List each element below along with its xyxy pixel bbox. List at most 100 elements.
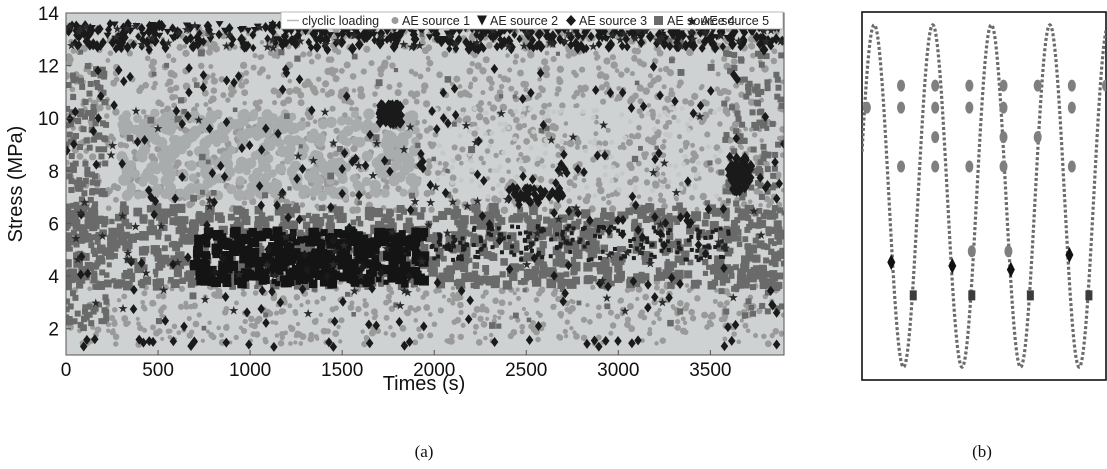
ae-source-1-point <box>573 332 580 340</box>
ae-source-1-point <box>329 70 336 77</box>
ae-source-1-point <box>117 120 127 130</box>
ae-source-4-point <box>120 201 127 208</box>
ae-source-1-point <box>628 164 635 172</box>
ae-source-4-point <box>197 214 207 224</box>
ae-source-1-point <box>454 154 462 162</box>
ae-source-4-point <box>764 125 770 131</box>
ae-source-1-point <box>547 102 552 108</box>
ae-source-1-point <box>731 120 740 129</box>
ae-source-1-point <box>515 144 521 150</box>
ae-source-4-point <box>571 226 576 231</box>
ae-source-1-point <box>717 148 723 154</box>
ae-source-1-point <box>609 205 617 213</box>
ae-source-4-point <box>290 207 296 213</box>
ae-source-4-point <box>523 252 533 262</box>
ae-source-1-point <box>638 309 645 316</box>
ae-source-4-point <box>559 214 568 223</box>
ae-source-4-point <box>665 224 674 232</box>
ae-source-1-point <box>206 109 217 120</box>
ae-source-4-point <box>192 249 202 258</box>
ae-source-1-point <box>658 163 664 169</box>
ae-source-1-point <box>368 329 376 337</box>
ae-source-4-point <box>749 284 756 291</box>
ae-source-4-point <box>127 268 134 275</box>
ae-source-1-point <box>421 119 427 125</box>
ae-source-4-point <box>96 281 106 290</box>
ae-source-4-point <box>674 255 683 263</box>
ae-source-1-point <box>770 57 778 65</box>
ae-source-4-point <box>476 220 487 230</box>
ae-source-1-point <box>500 194 506 200</box>
ae-source-4-point <box>98 256 105 263</box>
ae-source-4-point <box>440 255 447 262</box>
ae-source-1-point <box>437 160 443 166</box>
ae-source-1-point <box>502 121 508 127</box>
ae-source-1-point <box>427 312 433 317</box>
ae-source-1-point <box>446 297 452 303</box>
ae-source-1-point <box>537 175 545 183</box>
ae-source-1-point <box>651 320 657 326</box>
ae-source-4-point <box>106 262 112 268</box>
ae-source-1-point <box>637 98 644 105</box>
ae-source-1-point <box>659 175 665 181</box>
ae-source-1-point <box>625 138 634 147</box>
ae-source-4-point <box>190 194 197 202</box>
ae-source-4-point <box>709 221 719 231</box>
ae-source-1-point <box>731 331 737 337</box>
ae-source-1-point <box>593 131 599 137</box>
ae-source-4-point <box>596 225 601 230</box>
ae-source-1-point <box>396 82 403 88</box>
ae-source-4-point <box>425 220 432 227</box>
ae-source-4-point <box>177 262 185 270</box>
ae-source-1-point <box>316 138 325 148</box>
ae-source-4-point <box>738 56 745 63</box>
ae-source-1-point <box>136 321 141 327</box>
ae-source-4-point <box>451 121 457 127</box>
ae-source-1-point <box>183 303 190 310</box>
ae-source-1-point <box>361 176 372 187</box>
ae-source-1-point <box>534 95 540 100</box>
ae-source-1-point <box>668 87 674 93</box>
ae-source-4-point <box>705 230 713 238</box>
ae-source-4-point <box>327 215 334 222</box>
ae-source-1-point <box>488 332 494 338</box>
ae-source-1-point <box>580 334 588 342</box>
ae-source-1-point <box>654 341 659 346</box>
ae-source-1-point <box>105 140 113 148</box>
ae-source-4-point <box>357 200 362 206</box>
ae-source-1-point <box>349 73 357 80</box>
ae-source-1-point <box>616 85 622 91</box>
ae-source-4-point <box>66 173 73 180</box>
ae-source-4-point <box>549 237 554 242</box>
ae-source-1-point <box>631 47 639 54</box>
ae-source-1-point <box>717 196 723 202</box>
ae-source-1-point <box>273 310 280 316</box>
ae-source-1-point <box>360 329 365 334</box>
ae-source-1-point <box>333 180 339 186</box>
ae-source-4-point <box>122 242 132 252</box>
ae-source-1-point <box>660 143 667 150</box>
ae-source-4-point <box>472 262 480 269</box>
ae-source-4-point <box>199 153 206 161</box>
ae-source-1-point <box>739 145 745 151</box>
ae-source-4-point <box>90 104 97 111</box>
ae-source-4-point <box>626 279 636 289</box>
ae-source-4-point <box>141 264 148 271</box>
ae-source-1-point <box>658 192 664 198</box>
ae-source-1-point <box>225 97 231 103</box>
ae-source-4-point <box>343 254 353 263</box>
ae-source-1-point <box>617 297 625 304</box>
ae-source-1-point <box>628 325 636 333</box>
ae-source-4-point <box>674 269 684 279</box>
ae-source-4-point <box>753 124 760 131</box>
ae-source-4-point <box>127 233 137 243</box>
ae-source-1-point <box>624 316 632 323</box>
ae-source-1-point <box>636 124 642 131</box>
ae-source-4-point <box>502 280 512 290</box>
ae-source-1-point <box>412 71 419 77</box>
ae-source-4-point <box>721 210 730 219</box>
ae-source-4-point <box>666 231 671 236</box>
ae-source-4-point <box>190 267 199 276</box>
ae-source-4-point <box>665 239 670 244</box>
ae-source-1-point <box>171 323 178 330</box>
